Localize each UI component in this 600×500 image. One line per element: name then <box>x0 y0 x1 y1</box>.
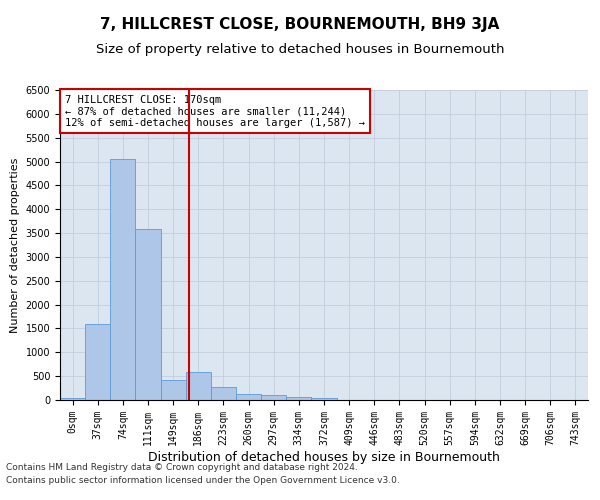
Text: 7, HILLCREST CLOSE, BOURNEMOUTH, BH9 3JA: 7, HILLCREST CLOSE, BOURNEMOUTH, BH9 3JA <box>100 18 500 32</box>
Text: 7 HILLCREST CLOSE: 170sqm
← 87% of detached houses are smaller (11,244)
12% of s: 7 HILLCREST CLOSE: 170sqm ← 87% of detac… <box>65 94 365 128</box>
Bar <box>60 398 85 400</box>
Bar <box>311 398 337 400</box>
Bar <box>110 159 136 400</box>
Bar <box>186 372 211 400</box>
Text: Size of property relative to detached houses in Bournemouth: Size of property relative to detached ho… <box>96 42 504 56</box>
Text: Contains HM Land Registry data © Crown copyright and database right 2024.: Contains HM Land Registry data © Crown c… <box>6 464 358 472</box>
Bar <box>236 394 261 400</box>
Y-axis label: Number of detached properties: Number of detached properties <box>10 158 20 332</box>
Bar <box>211 387 236 400</box>
Bar <box>85 324 110 400</box>
Bar <box>286 396 311 400</box>
Bar <box>261 395 286 400</box>
Text: Contains public sector information licensed under the Open Government Licence v3: Contains public sector information licen… <box>6 476 400 485</box>
Bar <box>161 380 186 400</box>
X-axis label: Distribution of detached houses by size in Bournemouth: Distribution of detached houses by size … <box>148 450 500 464</box>
Bar <box>136 230 161 400</box>
